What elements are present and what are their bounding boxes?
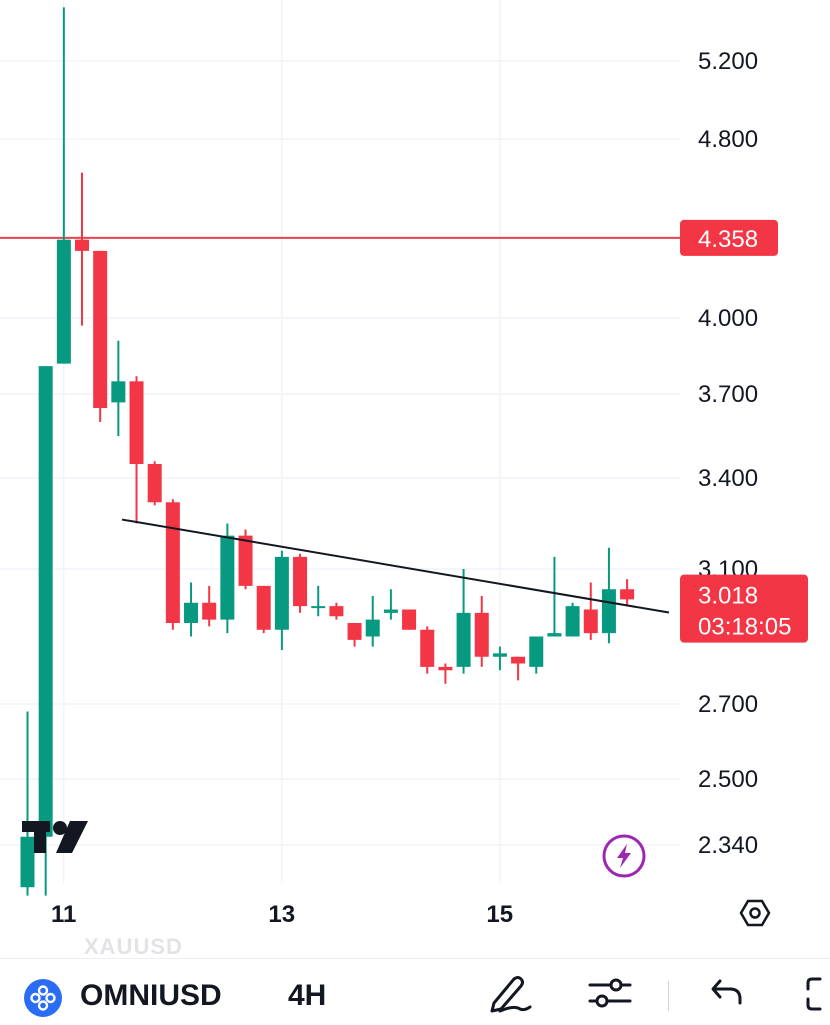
interval-selector[interactable]: 4H bbox=[288, 979, 327, 1012]
candle-up bbox=[529, 636, 544, 667]
candle-down bbox=[238, 535, 253, 586]
drawing-tool-button[interactable] bbox=[486, 973, 534, 1018]
trendline[interactable] bbox=[121, 518, 670, 614]
candle-down bbox=[75, 239, 90, 251]
candle-down bbox=[347, 623, 362, 640]
candle-up bbox=[492, 653, 507, 657]
price-chart[interactable]: 5.2004.8004.0003.7003.4003.1002.7002.500… bbox=[0, 0, 830, 958]
candle-up bbox=[547, 633, 562, 637]
y-tick-label: 2.340 bbox=[698, 832, 758, 859]
candle-down bbox=[93, 250, 108, 408]
candle-down bbox=[620, 589, 635, 600]
undo-icon bbox=[711, 979, 742, 1005]
x-tick-label: 13 bbox=[268, 901, 295, 928]
grid bbox=[0, 0, 680, 883]
candle-down bbox=[293, 556, 308, 607]
candle-down bbox=[420, 629, 435, 667]
candle-down bbox=[438, 666, 453, 671]
candle-down bbox=[147, 464, 162, 503]
fullscreen-button[interactable] bbox=[804, 973, 830, 1018]
bar-countdown: 03:18:05 bbox=[698, 614, 791, 641]
undo-button[interactable] bbox=[708, 973, 748, 1018]
y-tick-label: 5.200 bbox=[698, 48, 758, 75]
candle-down bbox=[511, 656, 526, 664]
indicator-settings-button[interactable] bbox=[586, 973, 634, 1018]
y-tick-label: 3.700 bbox=[698, 381, 758, 408]
candle-up bbox=[311, 606, 326, 609]
current-price-badge-bg bbox=[680, 574, 808, 643]
lightning-icon[interactable] bbox=[602, 834, 646, 878]
y-tick-label: 2.700 bbox=[698, 691, 758, 718]
candle-up bbox=[601, 589, 616, 634]
current-price-badge: 3.018 03:18:05 bbox=[680, 574, 808, 643]
y-tick-label: 2.500 bbox=[698, 766, 758, 793]
candle-down bbox=[402, 609, 417, 630]
candle-up bbox=[38, 366, 53, 837]
x-axis-labels: 11 13 15 bbox=[51, 901, 513, 928]
candle-up bbox=[111, 381, 126, 403]
candle-up bbox=[456, 612, 471, 667]
y-tick-label: 4.000 bbox=[698, 305, 758, 332]
candle-down bbox=[256, 585, 271, 630]
candle-up bbox=[184, 602, 199, 623]
bottom-toolbar: OMNIUSD 4H bbox=[0, 958, 830, 1025]
candle-up bbox=[56, 239, 71, 364]
candle-down bbox=[202, 602, 217, 620]
candle-up bbox=[383, 609, 398, 613]
alert-price-badge-bg bbox=[680, 219, 778, 256]
candle-up bbox=[220, 535, 235, 620]
candle-down bbox=[165, 502, 180, 623]
fullscreen-icon bbox=[806, 977, 822, 1011]
candle-down bbox=[329, 606, 344, 617]
pen-icon bbox=[490, 976, 532, 1013]
y-tick-label: 3.400 bbox=[698, 465, 758, 492]
candle-up bbox=[565, 606, 580, 637]
alert-price-value: 4.358 bbox=[698, 226, 758, 253]
y-tick-label: 4.800 bbox=[698, 126, 758, 153]
candles bbox=[20, 7, 635, 896]
x-tick-label: 11 bbox=[51, 901, 76, 928]
candle-up bbox=[365, 619, 380, 637]
candle-down bbox=[474, 612, 489, 657]
x-tick-label: 15 bbox=[486, 901, 513, 928]
alert-price-badge[interactable]: 4.358 bbox=[680, 219, 778, 256]
toolbar-divider bbox=[668, 981, 669, 1011]
watermark-symbol: XAUUSD bbox=[84, 934, 183, 959]
chart-settings-icon[interactable] bbox=[739, 899, 771, 927]
candle-up bbox=[20, 836, 35, 888]
sliders-icon bbox=[588, 978, 632, 1008]
candle-up bbox=[274, 556, 289, 630]
tradingview-logo bbox=[22, 821, 88, 853]
symbol-name[interactable]: OMNIUSD bbox=[80, 979, 222, 1012]
candle-down bbox=[129, 381, 144, 464]
y-axis-labels: 5.2004.8004.0003.7003.4003.1002.7002.500… bbox=[698, 48, 758, 859]
current-price-value: 3.018 bbox=[698, 583, 758, 610]
candle-down bbox=[583, 609, 598, 634]
symbol-logo-icon[interactable] bbox=[24, 979, 62, 1017]
